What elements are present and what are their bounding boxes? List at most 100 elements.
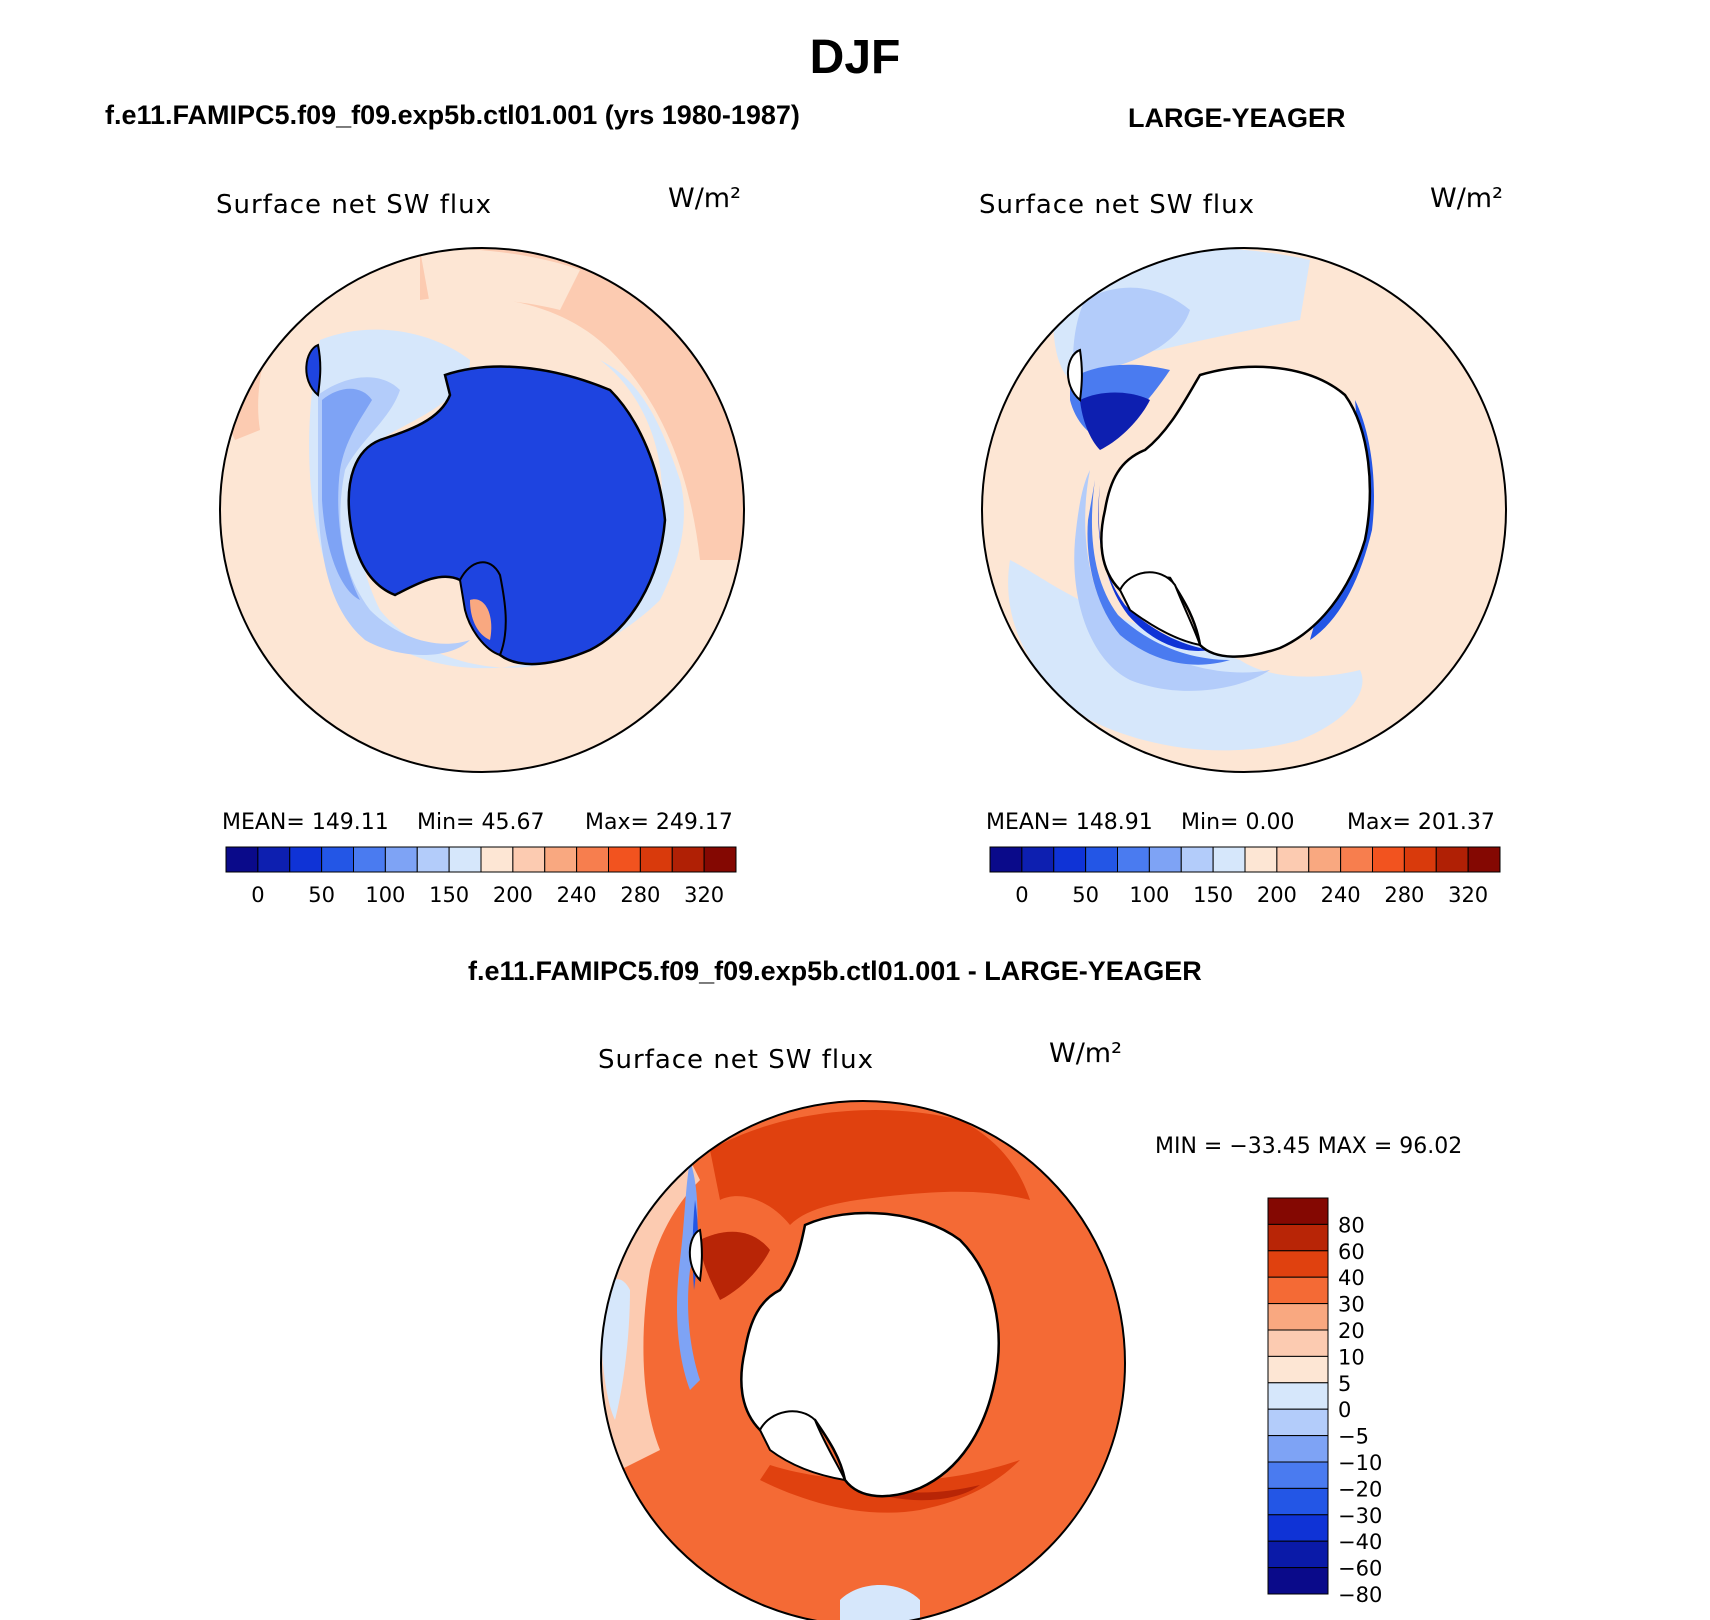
map2-blue-strong-south xyxy=(1098,485,1210,651)
map2-ross-sea-coast xyxy=(1118,571,1202,647)
panel-3-field-label: Surface net SW flux xyxy=(598,1045,874,1075)
colorbar2-tick-label: 0 xyxy=(1015,883,1028,907)
colorbar3-tick-label: 5 xyxy=(1338,1372,1351,1396)
panel-3-units: W/m² xyxy=(1049,1038,1122,1069)
colorbar2-swatch xyxy=(1276,846,1310,873)
panel-1-units: W/m² xyxy=(668,183,741,214)
map2-boundary xyxy=(981,247,1507,773)
colorbar3-tick-label: −20 xyxy=(1338,1477,1382,1501)
colorbar2-tick-label: 320 xyxy=(1448,883,1488,907)
colorbar1-swatch xyxy=(703,846,737,873)
panel-2-min: Min= 0.00 xyxy=(1181,810,1295,835)
map2-blue-dark-north xyxy=(1080,392,1150,450)
map1-pale-patch xyxy=(420,248,580,310)
colorbar2-swatch xyxy=(1467,846,1501,873)
colorbar3-tick-label: −80 xyxy=(1338,1583,1382,1607)
panel-2-units: W/m² xyxy=(1430,183,1503,214)
colorbar2-swatch xyxy=(1244,846,1278,873)
colorbar3-tick-label: −60 xyxy=(1338,1557,1382,1581)
map2-blue-light-north xyxy=(1073,287,1190,410)
colorbar3-tick-label: −10 xyxy=(1338,1451,1382,1475)
colorbar1-tick-label: 0 xyxy=(251,883,264,907)
map-panel-1 xyxy=(219,247,745,773)
colorbar2-tick-label: 150 xyxy=(1193,883,1233,907)
panel-2-max: Max= 201.37 xyxy=(1347,810,1495,835)
map2-peninsula xyxy=(1066,348,1083,402)
colorbar1-tick-label: 240 xyxy=(557,883,597,907)
colorbar3-swatch xyxy=(1267,1197,1329,1225)
colorbar1-tick-label: 320 xyxy=(684,883,724,907)
map1-blue-mid-west xyxy=(322,388,372,600)
panel-1-mean: MEAN= 149.11 xyxy=(222,810,389,835)
colorbar1-tick-label: 280 xyxy=(620,883,660,907)
colorbar2-swatch xyxy=(1085,846,1118,873)
colorbar1-tick-label: 150 xyxy=(429,883,469,907)
colorbar2-swatch xyxy=(1403,846,1437,873)
colorbar3-swatch xyxy=(1267,1250,1329,1278)
colorbar2-swatch xyxy=(1340,846,1373,873)
colorbar2-swatch xyxy=(1435,846,1469,873)
panel-3-title: f.e11.FAMIPC5.f09_f09.exp5b.ctl01.001 - … xyxy=(468,956,1202,986)
map1-peninsula xyxy=(305,343,322,397)
map1-blue-light-west xyxy=(318,377,470,655)
panel-1-title: f.e11.FAMIPC5.f09_f09.exp5b.ctl01.001 (y… xyxy=(105,100,800,130)
colorbar1-swatch xyxy=(416,846,450,873)
colorbar3-swatch xyxy=(1267,1435,1329,1463)
map3-red-dark-north xyxy=(700,1231,770,1300)
colorbar1-swatch xyxy=(480,846,514,873)
colorbar-panel-1: 0 50 100 150 200 240 280 320 xyxy=(225,846,737,907)
colorbar2-swatch xyxy=(1372,846,1405,873)
map-panel-3 xyxy=(600,1100,1126,1620)
colorbar3-tick-label: −40 xyxy=(1338,1530,1382,1554)
colorbar2-tick-label: 50 xyxy=(1072,883,1099,907)
colorbar3-tick-label: 40 xyxy=(1338,1266,1365,1290)
colorbar3-swatch xyxy=(1267,1408,1329,1437)
colorbar2-tick-label: 200 xyxy=(1257,883,1297,907)
colorbar1-swatch xyxy=(353,846,386,873)
panel-2-title: LARGE-YEAGER xyxy=(1128,103,1346,133)
colorbar1-tick-label: 200 xyxy=(493,883,533,907)
map3-boundary xyxy=(600,1100,1126,1620)
colorbar3-swatch xyxy=(1267,1487,1329,1516)
colorbar3-swatch xyxy=(1267,1355,1329,1384)
colorbar2-tick-label: 240 xyxy=(1321,883,1361,907)
colorbar2-swatch xyxy=(1117,846,1150,873)
colorbar1-tick-label: 100 xyxy=(365,883,405,907)
map3-red-dark-south xyxy=(880,1485,980,1501)
figure-title: DJF xyxy=(809,31,901,84)
colorbar2-swatch xyxy=(1148,846,1182,873)
panel-1-min: Min= 45.67 xyxy=(417,810,545,835)
colorbar1-swatch xyxy=(608,846,641,873)
map-panel-2 xyxy=(981,247,1507,773)
colorbar1-swatch xyxy=(384,846,418,873)
colorbar3-swatch xyxy=(1267,1382,1329,1410)
map1-boundary xyxy=(219,247,745,773)
panel-1-field-label: Surface net SW flux xyxy=(216,190,492,220)
colorbar1-swatch xyxy=(671,846,705,873)
panel-2-mean: MEAN= 148.91 xyxy=(986,810,1153,835)
colorbar3-tick-label: 60 xyxy=(1338,1240,1365,1264)
colorbar3-swatch xyxy=(1267,1223,1329,1252)
colorbar1-swatch xyxy=(448,846,482,873)
map3-peninsula xyxy=(688,1228,703,1283)
colorbar1-swatch xyxy=(257,846,291,873)
colorbar3-tick-label: 10 xyxy=(1338,1345,1365,1369)
colorbar3-swatch xyxy=(1267,1329,1329,1357)
colorbar3-swatch xyxy=(1267,1276,1329,1305)
colorbar3-tick-label: 0 xyxy=(1338,1398,1351,1422)
colorbar2-swatch xyxy=(1021,846,1055,873)
colorbar1-swatch xyxy=(639,846,673,873)
colorbar3-swatch xyxy=(1267,1540,1329,1569)
colorbar2-swatch xyxy=(1212,846,1246,873)
colorbar1-swatch xyxy=(512,846,546,873)
panel-3-min-max: MIN = −33.45 MAX = 96.02 xyxy=(1155,1134,1463,1159)
colorbar1-swatch xyxy=(576,846,609,873)
colorbar3-swatch xyxy=(1267,1514,1329,1542)
colorbar1-swatch xyxy=(225,846,259,873)
colorbar3-tick-label: 30 xyxy=(1338,1293,1365,1317)
colorbar3-tick-label: −5 xyxy=(1338,1425,1369,1449)
map3-red-strong-north xyxy=(710,1110,1030,1225)
colorbar1-tick-label: 50 xyxy=(308,883,335,907)
panel-2-field-label: Surface net SW flux xyxy=(979,190,1255,220)
